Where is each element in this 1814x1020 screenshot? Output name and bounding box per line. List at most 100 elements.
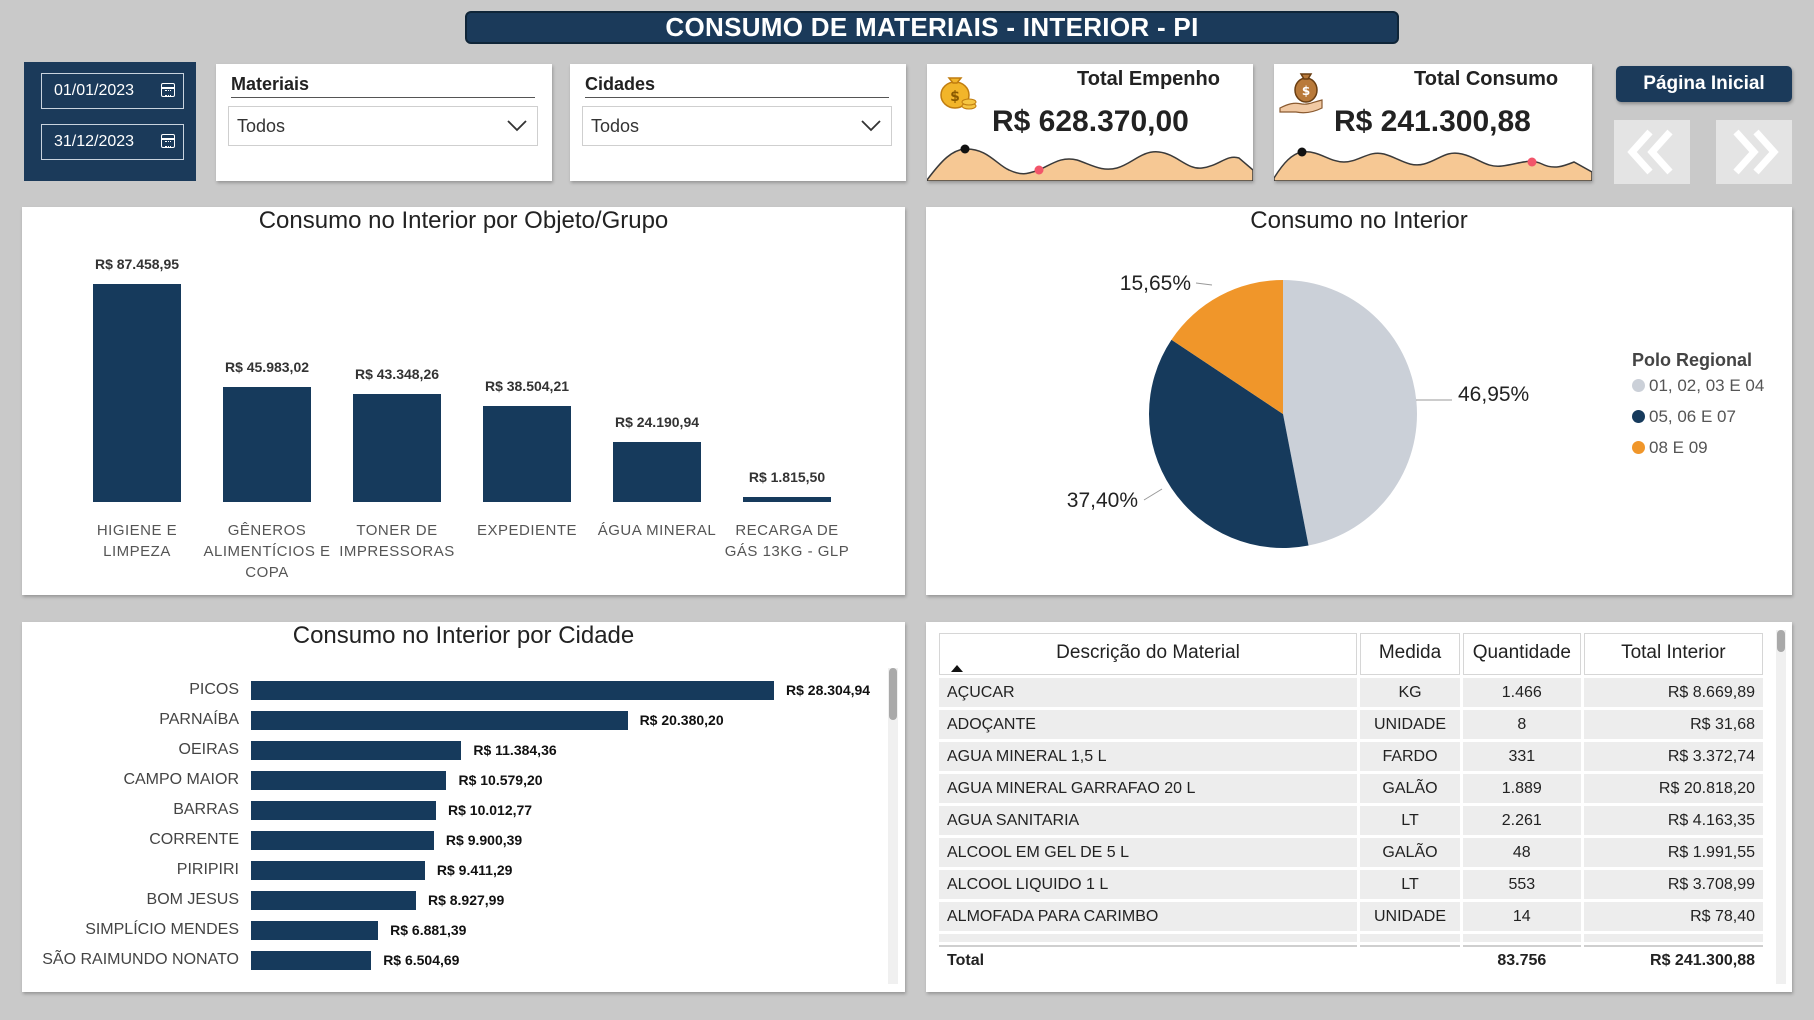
cities-slicer: Cidades Todos	[570, 64, 906, 181]
money-hand-icon: $	[1279, 73, 1323, 114]
bar-2[interactable]	[353, 393, 441, 502]
table-cell: ALCOOL EM GEL DE 5 L	[939, 838, 1358, 867]
table-scrollbar[interactable]	[1776, 630, 1786, 984]
city-label: PICOS	[189, 681, 239, 698]
start-date-input[interactable]: 01/01/2023	[41, 73, 184, 109]
pie-legend-item[interactable]: 01, 02, 03 E 04	[1632, 376, 1764, 396]
table-cell: AGUA MINERAL GARRAFAO 20 L	[939, 774, 1358, 803]
table-scrollbar-thumb[interactable]	[1777, 630, 1785, 652]
table-row[interactable]: AGUA MINERAL GARRAFAO 20 L GALÃO 1.889 R$ 2…	[939, 774, 1763, 803]
table-cell	[939, 934, 1358, 942]
table-cell: R$ 31,68	[1583, 710, 1763, 739]
city-value-label: R$ 6.504,69	[383, 952, 460, 968]
table-total-cell: Total	[939, 945, 1358, 975]
city-value-label: R$ 28.304,94	[786, 682, 871, 698]
pie-slice-2[interactable]	[1171, 280, 1283, 414]
city-label: PARNAÍBA	[159, 711, 239, 728]
bar-1[interactable]	[223, 387, 311, 502]
previous-page-button[interactable]	[1614, 120, 1690, 184]
kpi-empenho-sparkline	[927, 144, 1253, 181]
pie-slice-1[interactable]	[1149, 339, 1309, 548]
city-bar-6[interactable]	[251, 861, 425, 880]
bar-value-label: R$ 87.458,95	[94, 256, 180, 272]
table-cell	[1462, 934, 1581, 942]
table-cell: LT	[1360, 870, 1460, 899]
table-row[interactable]: ALMOFADA PARA CARIMBO UNIDADE 14 R$ 78,40	[939, 902, 1763, 931]
city-bar-7[interactable]	[251, 891, 416, 910]
bar-0[interactable]	[93, 284, 181, 502]
bar-4[interactable]	[613, 441, 701, 502]
next-page-button[interactable]	[1716, 120, 1792, 184]
bar-category-line: COPA	[245, 564, 289, 581]
cities-dropdown[interactable]: Todos	[582, 106, 892, 146]
city-label: CAMPO MAIOR	[123, 771, 239, 788]
bar-category-line: LIMPEZA	[103, 543, 171, 560]
bar-value-label: R$ 43.348,26	[354, 365, 440, 382]
materials-slicer: Materiais Todos	[216, 64, 552, 181]
city-bar-8[interactable]	[251, 921, 379, 940]
table-row[interactable]: ADOÇANTE UNIDADE 8 R$ 31,68	[939, 710, 1763, 739]
cidade-scrollbar[interactable]	[888, 668, 898, 984]
city-value-label: R$ 10.012,77	[448, 802, 533, 818]
svg-text:$: $	[1302, 84, 1310, 98]
page-title: CONSUMO DE MATERIAIS - INTERIOR - PI	[465, 11, 1399, 44]
table-cell: R$ 8.669,89	[1583, 678, 1763, 707]
legend-item-label: 05, 06 E 07	[1649, 407, 1736, 426]
table-cell: 8	[1462, 710, 1581, 739]
bar-category-label: ÁGUA MINERAL	[592, 520, 722, 541]
city-bar-2[interactable]	[251, 741, 462, 760]
kpi-empenho-value: R$ 628.370,00	[992, 105, 1189, 138]
table-cell: R$ 3.708,99	[1583, 870, 1763, 899]
table-row[interactable]: AGUA SANITARIA LT 2.261 R$ 4.163,35	[939, 806, 1763, 835]
city-bar-9[interactable]	[251, 951, 372, 970]
city-bar-3[interactable]	[251, 771, 447, 790]
table-cell: 1.466	[1462, 678, 1581, 707]
city-bar-1[interactable]	[251, 711, 628, 730]
table-row[interactable]: ALCOOL EM GEL DE 5 L GALÃO 48 R$ 1.991,55	[939, 838, 1763, 867]
kpi-consumo-sparkline	[1274, 147, 1592, 181]
table-row[interactable]: AÇUCAR KG 1.466 R$ 8.669,89	[939, 678, 1763, 707]
kpi-total-consumo: $ Total Consumo R$ 241.300,88	[1274, 64, 1592, 181]
legend-marker-icon	[1632, 410, 1645, 423]
chart-consumo-interior-pie: Consumo no Interior 46,95% 37,40% 15,65% P…	[926, 207, 1792, 595]
materials-dropdown[interactable]: Todos	[228, 106, 538, 146]
kpi-consumo-value: R$ 241.300,88	[1334, 105, 1531, 138]
city-bar-0[interactable]	[251, 681, 774, 700]
pie-legend-item[interactable]: 08 E 09	[1632, 438, 1708, 458]
chevron-down-icon	[861, 120, 881, 132]
materials-slicer-label: Materiais	[231, 74, 535, 98]
city-bar-4[interactable]	[251, 801, 436, 820]
table-cell: LT	[1360, 806, 1460, 835]
end-date-input[interactable]: 31/12/2023	[41, 124, 184, 160]
table-row-partial[interactable]	[939, 934, 1763, 942]
pie-legend-item[interactable]: 05, 06 E 07	[1632, 407, 1736, 427]
col-header-quantidade[interactable]: Quantidade	[1462, 633, 1581, 675]
bar-category-label: HIGIENE E LIMPEZA	[72, 520, 202, 562]
col-header-descricao[interactable]: Descrição do Material	[939, 633, 1358, 675]
table-row[interactable]: AGUA MINERAL 1,5 L FARDO 331 R$ 3.372,74	[939, 742, 1763, 771]
calendar-icon[interactable]	[161, 83, 175, 97]
bar-category-line: IMPRESSORAS	[339, 543, 455, 560]
bar-category-line: TONER DE	[356, 522, 438, 539]
pie-slice-0[interactable]	[1283, 280, 1418, 546]
date-range-filter: 01/01/2023 31/12/2023	[24, 62, 196, 181]
table-total-cell	[1360, 945, 1460, 975]
calendar-icon[interactable]	[161, 134, 175, 148]
bar-category-line: ALIMENTÍCIOS E	[203, 543, 331, 560]
sort-ascending-icon[interactable]	[950, 664, 964, 673]
city-value-label: R$ 9.411,29	[436, 862, 513, 878]
table-row[interactable]: ALCOOL LIQUIDO 1 L LT 553 R$ 3.708,99	[939, 870, 1763, 899]
bar-3[interactable]	[483, 406, 571, 502]
table-cell	[1583, 934, 1763, 942]
money-bag-icon: $	[940, 77, 977, 110]
col-header-total-interior[interactable]: Total Interior	[1583, 633, 1763, 675]
pie-legend-title: Polo Regional	[1632, 350, 1753, 370]
city-bar-5[interactable]	[251, 831, 434, 850]
table-cell: UNIDADE	[1360, 710, 1460, 739]
col-header-medida[interactable]: Medida	[1360, 633, 1460, 675]
table-cell: ALCOOL LIQUIDO 1 L	[939, 870, 1358, 899]
bar-5[interactable]	[743, 497, 831, 502]
home-page-button[interactable]: Página Inicial	[1616, 66, 1792, 102]
cities-slicer-label: Cidades	[585, 74, 889, 98]
cidade-scrollbar-thumb[interactable]	[889, 668, 897, 720]
